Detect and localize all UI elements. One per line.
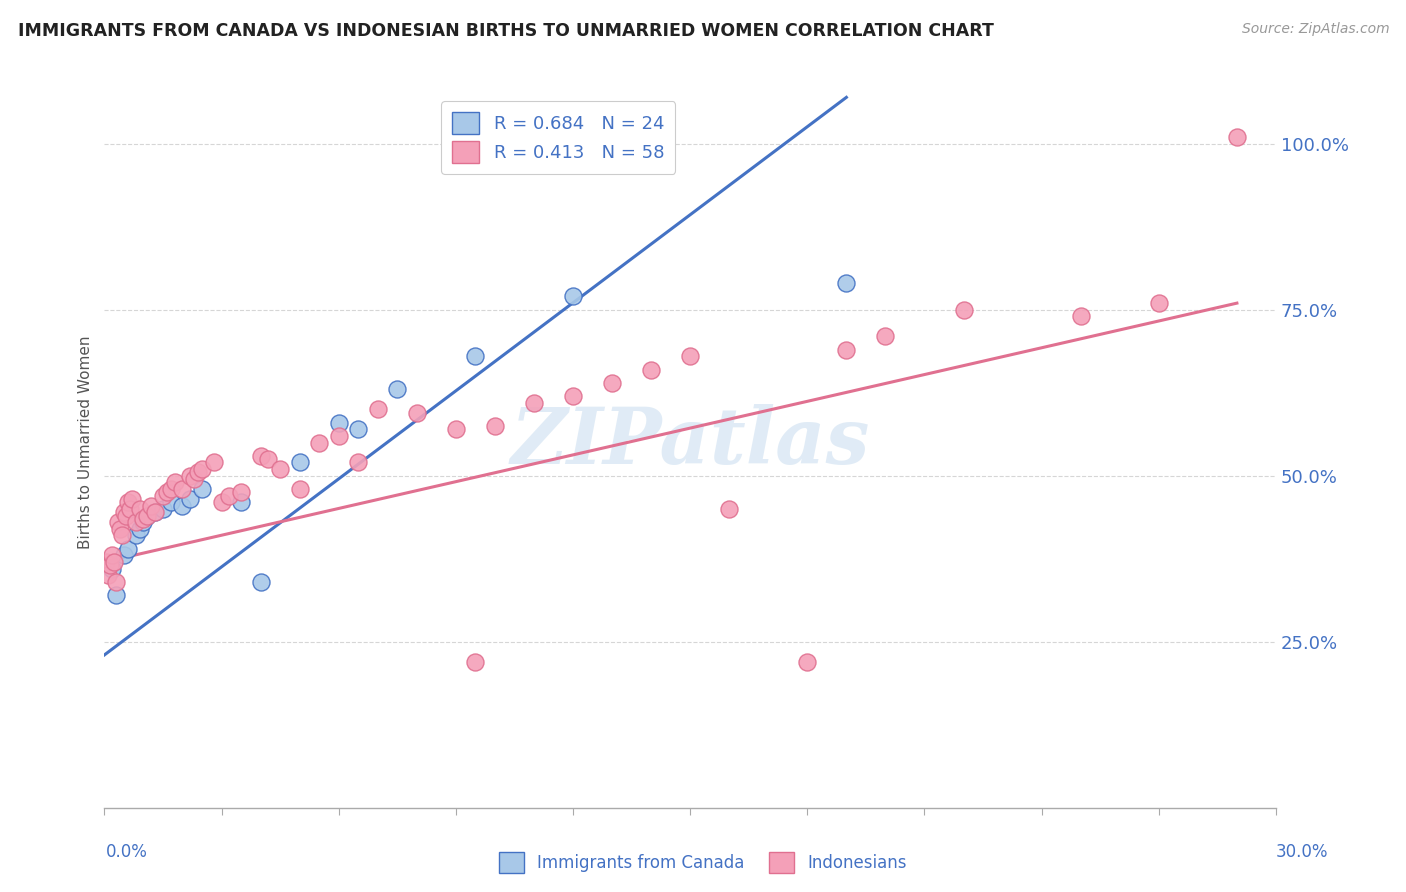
Point bbox=[718, 502, 741, 516]
Legend: Immigrants from Canada, Indonesians: Immigrants from Canada, Indonesians bbox=[492, 846, 914, 880]
Point bbox=[218, 489, 240, 503]
Text: ZIPatlas: ZIPatlas bbox=[510, 404, 870, 481]
Point bbox=[136, 508, 159, 523]
Point bbox=[172, 499, 194, 513]
Y-axis label: Births to Unmarried Women: Births to Unmarried Women bbox=[79, 335, 93, 549]
Point bbox=[101, 549, 124, 563]
Point bbox=[347, 455, 370, 469]
Point bbox=[464, 655, 486, 669]
Point bbox=[179, 468, 201, 483]
Point bbox=[117, 495, 139, 509]
Point bbox=[405, 406, 427, 420]
Point bbox=[952, 302, 974, 317]
Point bbox=[132, 515, 155, 529]
Point bbox=[118, 502, 141, 516]
Point bbox=[211, 495, 233, 509]
Point bbox=[132, 512, 155, 526]
Point bbox=[172, 482, 194, 496]
Point bbox=[229, 485, 252, 500]
Point bbox=[136, 508, 159, 523]
Point bbox=[484, 419, 506, 434]
Point bbox=[600, 376, 623, 390]
Text: 0.0%: 0.0% bbox=[105, 843, 148, 861]
Point bbox=[115, 508, 138, 523]
Point bbox=[124, 528, 146, 542]
Point bbox=[269, 462, 291, 476]
Point bbox=[249, 574, 271, 589]
Text: Source: ZipAtlas.com: Source: ZipAtlas.com bbox=[1241, 22, 1389, 37]
Point bbox=[1147, 296, 1170, 310]
Point bbox=[257, 452, 280, 467]
Point bbox=[97, 568, 120, 582]
Point bbox=[105, 574, 128, 589]
Point bbox=[1226, 130, 1249, 145]
Point bbox=[202, 455, 225, 469]
Point bbox=[1070, 310, 1092, 324]
Point bbox=[152, 489, 174, 503]
Point bbox=[121, 491, 143, 506]
Point bbox=[444, 422, 467, 436]
Point bbox=[835, 343, 858, 357]
Point bbox=[562, 289, 585, 303]
Point bbox=[229, 495, 252, 509]
Point bbox=[156, 485, 179, 500]
Point bbox=[152, 502, 174, 516]
Point bbox=[249, 449, 271, 463]
Point bbox=[101, 561, 124, 575]
Point bbox=[328, 429, 350, 443]
Point bbox=[288, 455, 311, 469]
Point bbox=[308, 435, 330, 450]
Point bbox=[620, 136, 643, 151]
Point bbox=[117, 541, 139, 556]
Point bbox=[464, 349, 486, 363]
Point bbox=[96, 555, 118, 569]
Point bbox=[179, 491, 201, 506]
Point bbox=[288, 482, 311, 496]
Point bbox=[640, 362, 662, 376]
Point bbox=[387, 383, 409, 397]
Point bbox=[347, 422, 370, 436]
Point bbox=[128, 502, 150, 516]
Point bbox=[143, 505, 166, 519]
Point bbox=[367, 402, 389, 417]
Point bbox=[141, 499, 163, 513]
Point bbox=[111, 528, 134, 542]
Point bbox=[108, 522, 131, 536]
Point bbox=[105, 588, 128, 602]
Point bbox=[679, 349, 702, 363]
Point bbox=[187, 466, 209, 480]
Text: IMMIGRANTS FROM CANADA VS INDONESIAN BIRTHS TO UNMARRIED WOMEN CORRELATION CHART: IMMIGRANTS FROM CANADA VS INDONESIAN BIR… bbox=[18, 22, 994, 40]
Point bbox=[796, 655, 818, 669]
Point bbox=[328, 416, 350, 430]
Point bbox=[875, 329, 897, 343]
Point bbox=[835, 277, 858, 291]
Point bbox=[159, 482, 181, 496]
Point bbox=[112, 505, 135, 519]
Point bbox=[163, 475, 186, 490]
Point bbox=[159, 495, 181, 509]
Point bbox=[107, 515, 129, 529]
Point bbox=[124, 515, 146, 529]
Point bbox=[103, 555, 125, 569]
Text: 30.0%: 30.0% bbox=[1277, 843, 1329, 861]
Point bbox=[562, 389, 585, 403]
Point bbox=[112, 549, 135, 563]
Legend: R = 0.684   N = 24, R = 0.413   N = 58: R = 0.684 N = 24, R = 0.413 N = 58 bbox=[441, 101, 675, 174]
Point bbox=[191, 482, 214, 496]
Point bbox=[183, 472, 205, 486]
Point bbox=[98, 558, 121, 573]
Point bbox=[523, 395, 546, 409]
Point bbox=[143, 505, 166, 519]
Point bbox=[191, 462, 214, 476]
Point bbox=[128, 522, 150, 536]
